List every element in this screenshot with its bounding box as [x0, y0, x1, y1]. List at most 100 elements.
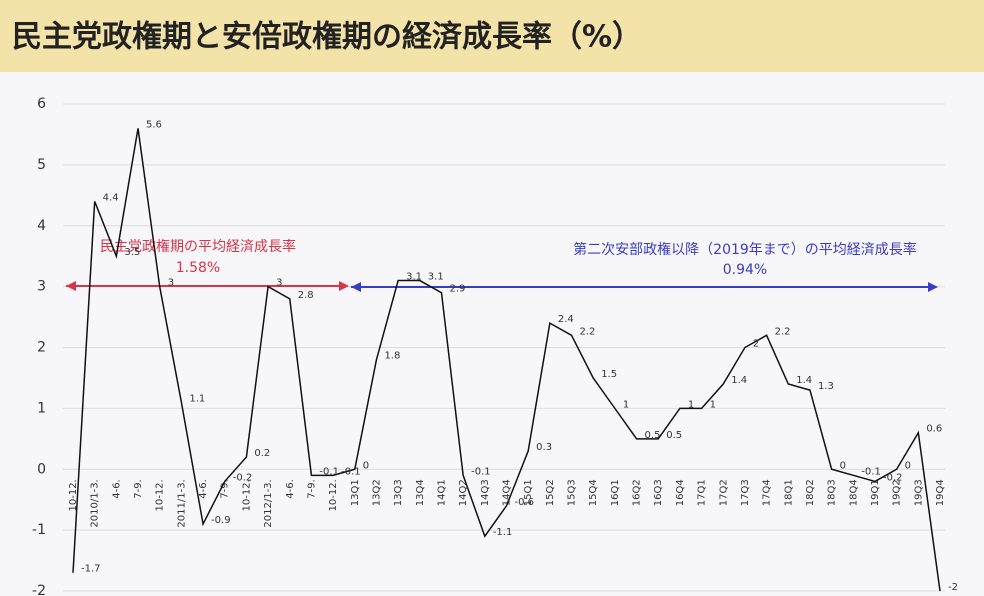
- data-label: 2.8: [298, 290, 314, 301]
- arrowhead: [928, 282, 938, 292]
- x-tick-label: 14Q2: [458, 479, 469, 506]
- x-tick-label: 10-12.: [328, 479, 339, 511]
- x-tick-label: 13Q1: [350, 479, 361, 506]
- x-tick-label: 18Q4: [848, 479, 859, 506]
- data-label: 1.4: [731, 375, 747, 386]
- x-tick-label: 16Q3: [653, 479, 664, 506]
- x-tick-label: 14Q4: [502, 479, 513, 506]
- y-tick-label: 1: [37, 400, 46, 416]
- x-tick-label: 10-12.: [155, 479, 166, 511]
- y-tick-label: 3: [37, 279, 46, 295]
- x-tick-label: 19Q1: [870, 479, 881, 506]
- plot-background: [0, 72, 984, 596]
- data-label: -0.1: [319, 466, 339, 477]
- data-label: 2.2: [580, 326, 596, 337]
- y-tick-label: 5: [37, 157, 46, 173]
- y-tick-label: 4: [37, 218, 46, 234]
- data-label: 0.5: [645, 430, 661, 441]
- x-tick-label: 2011/1-3.: [176, 479, 187, 527]
- data-label: 1.8: [384, 351, 400, 362]
- data-label: 2.2: [775, 326, 791, 337]
- x-tick-label: 2010/1-3.: [90, 479, 101, 527]
- data-label: 1.4: [796, 375, 812, 386]
- arrowhead: [66, 281, 76, 291]
- data-label: 1: [623, 399, 629, 410]
- x-tick-label: 13Q3: [393, 479, 404, 506]
- x-tick-label: 10-12.: [241, 479, 252, 511]
- x-tick-label: 13Q2: [371, 479, 382, 506]
- x-tick-label: 14Q3: [480, 479, 491, 506]
- data-label: -0.1: [861, 466, 881, 477]
- x-tick-label: 16Q4: [675, 479, 686, 506]
- data-label: 1.3: [818, 381, 834, 392]
- data-label: 3: [276, 278, 282, 289]
- x-tick-label: 7-9.: [133, 479, 144, 499]
- x-tick-label: 15Q2: [545, 479, 556, 506]
- x-tick-label: 13Q4: [415, 479, 426, 506]
- title-banner: [0, 0, 984, 72]
- data-label: -0.1: [471, 466, 491, 477]
- x-tick-label: 18Q3: [827, 479, 838, 506]
- chart-title: 民主党政権期と安倍政権期の経済成長率（%）: [12, 20, 642, 55]
- data-label: 0.5: [666, 430, 682, 441]
- y-tick-label: -1: [32, 522, 46, 538]
- data-label: -0.1: [341, 466, 361, 477]
- data-label: -0.6: [515, 497, 535, 508]
- data-label: 1.1: [189, 393, 205, 404]
- x-tick-label: 17Q1: [697, 479, 708, 506]
- data-label: 0.2: [254, 448, 270, 459]
- annotation-value: 0.94%: [723, 262, 767, 278]
- annotation-value: 1.58%: [176, 260, 220, 276]
- data-label: -0.9: [211, 515, 231, 526]
- data-label: 0: [840, 460, 846, 471]
- line: [72, 128, 941, 592]
- data-label: 3.5: [124, 247, 140, 258]
- x-tick-label: 4-6.: [111, 479, 122, 499]
- data-label: -1.1: [493, 527, 513, 538]
- arrowhead: [339, 281, 349, 291]
- x-tick-label: 14Q1: [436, 479, 447, 506]
- data-label: 3.1: [428, 272, 444, 283]
- x-tick-label: 17Q4: [762, 479, 773, 506]
- x-tick-label: 17Q3: [740, 479, 751, 506]
- y-tick-label: 0: [37, 461, 46, 477]
- y-tick-label: 6: [37, 96, 46, 112]
- data-label: 3: [168, 278, 174, 289]
- x-tick-label: 15Q3: [567, 479, 578, 506]
- y-tick-label: 2: [37, 340, 46, 356]
- x-tick-label: 7-9.: [306, 479, 317, 499]
- data-label: 2.9: [449, 284, 465, 295]
- data-label: 0.3: [536, 442, 552, 453]
- annotation: 第二次安部政権以降（2019年まで）の平均経済成長率: [573, 241, 917, 258]
- x-tick-label: 4-6.: [285, 479, 296, 499]
- data-label: -2: [948, 582, 958, 593]
- x-tick-label: 17Q2: [718, 479, 729, 506]
- x-tick-label: 19Q3: [913, 479, 924, 506]
- data-label: 0.6: [926, 424, 942, 435]
- x-tick-label: 7-9.: [220, 479, 231, 499]
- data-label: 0: [905, 460, 911, 471]
- x-tick-label: 18Q2: [805, 479, 816, 506]
- data-label: 3.1: [406, 272, 422, 283]
- data-label: 5.6: [146, 119, 162, 130]
- data-label: 1: [710, 399, 716, 410]
- y-tick-label: -2: [32, 583, 46, 596]
- data-label: 1.5: [601, 369, 617, 380]
- x-tick-label: 19Q2: [892, 479, 903, 506]
- x-tick-label: 15Q4: [588, 479, 599, 506]
- arrowhead: [351, 282, 361, 292]
- x-tick-label: 2012/1-3.: [263, 479, 274, 527]
- data-label: 2: [753, 339, 759, 350]
- x-tick-label: 10-12.: [68, 479, 79, 511]
- data-label: -0.2: [883, 472, 903, 483]
- annotation: 民主党政権期の平均経済成長率: [100, 238, 296, 255]
- x-tick-label: 15Q1: [523, 479, 534, 506]
- x-tick-label: 16Q1: [610, 479, 621, 506]
- x-tick-label: 18Q1: [783, 479, 794, 506]
- data-label: 0: [363, 460, 369, 471]
- data-label: 2.4: [558, 314, 574, 325]
- data-label: -0.2: [233, 472, 253, 483]
- x-tick-label: 16Q2: [632, 479, 643, 506]
- data-label: 1: [688, 399, 694, 410]
